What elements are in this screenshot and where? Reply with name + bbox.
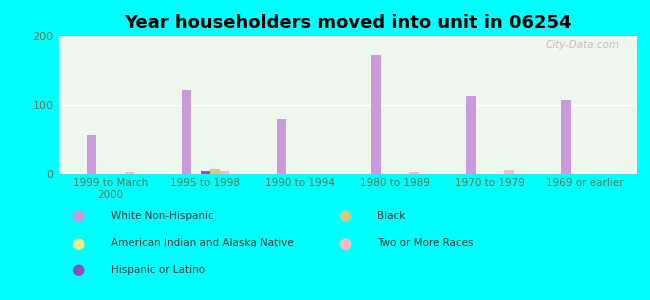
- Text: ●: ●: [338, 208, 351, 224]
- Text: Two or More Races: Two or More Races: [377, 238, 473, 248]
- Text: ●: ●: [72, 208, 84, 224]
- Bar: [182, 90, 191, 174]
- Bar: [87, 135, 96, 174]
- Bar: [220, 171, 229, 174]
- Text: American Indian and Alaska Native: American Indian and Alaska Native: [111, 238, 293, 248]
- Bar: [504, 170, 514, 174]
- Text: Hispanic or Latino: Hispanic or Latino: [111, 265, 205, 275]
- Text: ●: ●: [72, 262, 84, 278]
- Text: ●: ●: [72, 236, 84, 250]
- Text: Black: Black: [377, 211, 406, 221]
- Bar: [466, 96, 476, 174]
- Bar: [371, 55, 381, 174]
- Bar: [201, 170, 210, 174]
- Text: ●: ●: [338, 236, 351, 250]
- Title: Year householders moved into unit in 06254: Year householders moved into unit in 062…: [124, 14, 571, 32]
- Bar: [561, 100, 571, 174]
- Bar: [410, 172, 419, 174]
- Text: City-Data.com: City-Data.com: [545, 40, 619, 50]
- Bar: [277, 119, 286, 174]
- Bar: [125, 172, 135, 174]
- Bar: [210, 169, 220, 174]
- Text: White Non-Hispanic: White Non-Hispanic: [111, 211, 213, 221]
